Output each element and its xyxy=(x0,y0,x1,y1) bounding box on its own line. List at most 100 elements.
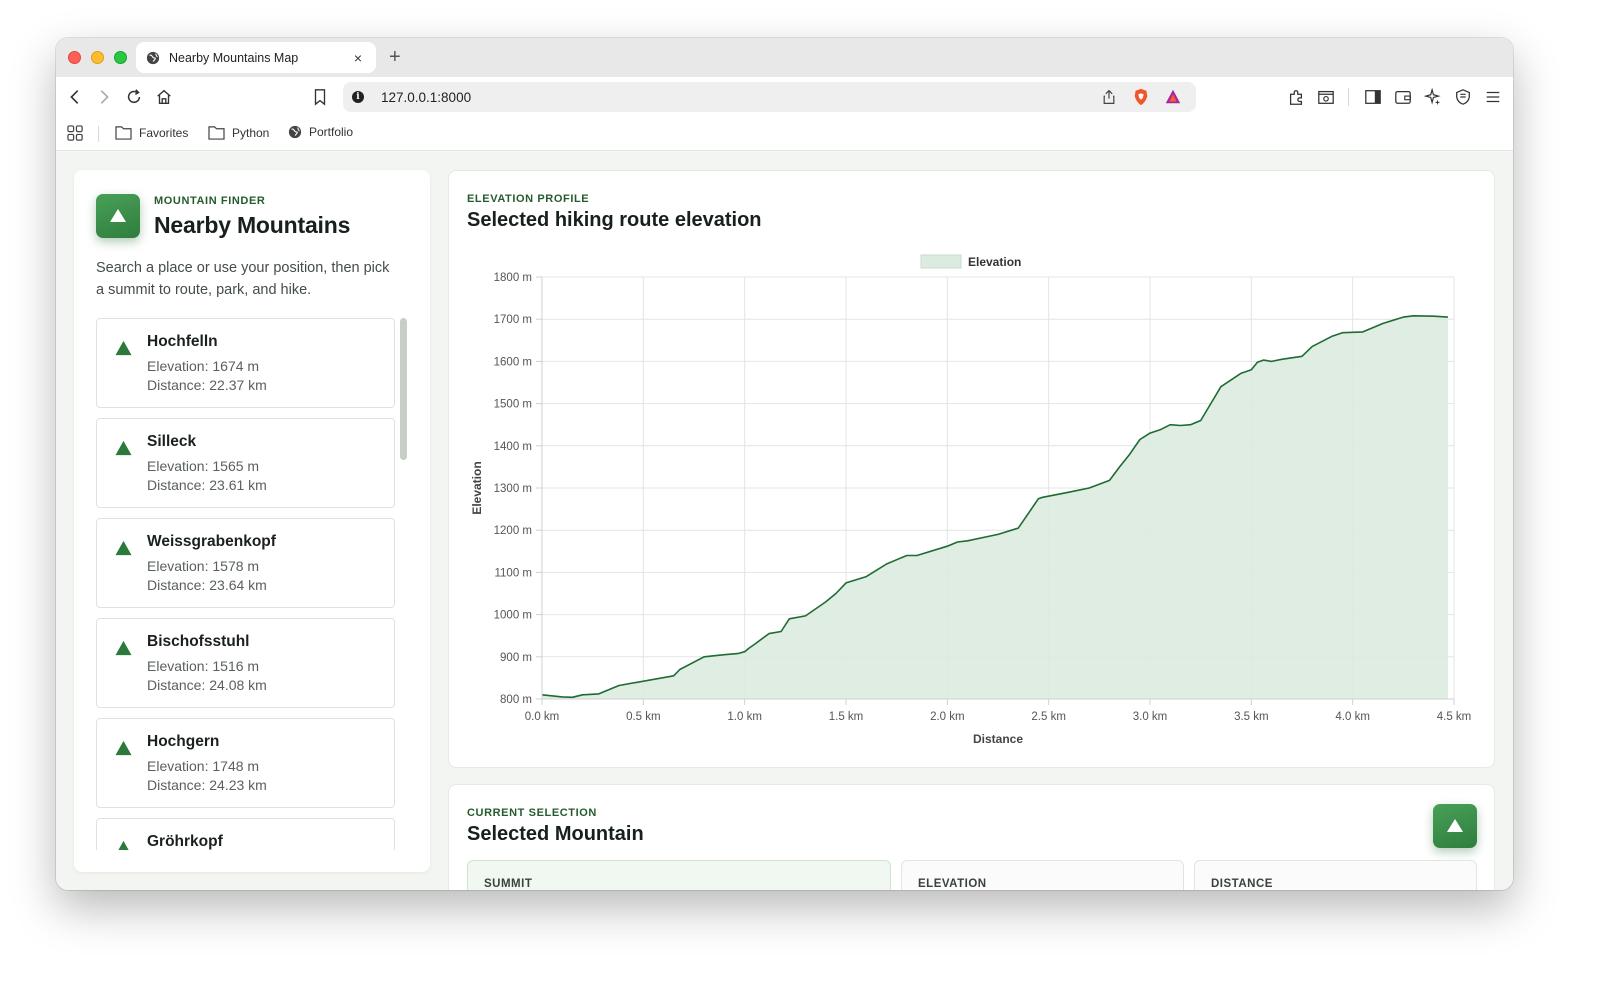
page-content: MOUNTAIN FINDER Nearby Mountains Search … xyxy=(56,152,1513,890)
selection-eyebrow: CURRENT SELECTION xyxy=(467,807,597,819)
mountain-elevation: Elevation: 1578 m xyxy=(147,558,260,574)
elevation-stat: ELEVATION xyxy=(901,860,1184,890)
legend-swatch xyxy=(920,254,962,269)
y-tick-label: 1200 m xyxy=(494,525,532,537)
elevation-profile-card: ELEVATION PROFILE Selected hiking route … xyxy=(448,170,1495,768)
y-axis-title: Elevation xyxy=(470,461,484,514)
menu-icon[interactable] xyxy=(1483,87,1503,107)
reload-icon[interactable] xyxy=(124,87,144,107)
legend-label: Elevation xyxy=(968,255,1021,269)
mountain-card[interactable]: Bischofsstuhl Elevation: 1516 m Distance… xyxy=(96,618,395,708)
y-tick-label: 1500 m xyxy=(494,399,532,411)
folder-icon xyxy=(208,126,225,140)
site-info-icon[interactable]: i xyxy=(352,91,364,103)
tab-title: Nearby Mountains Map xyxy=(169,50,299,65)
elevation-area xyxy=(542,315,1448,699)
y-tick-label: 800 m xyxy=(500,694,532,706)
url-text[interactable]: 127.0.0.1:8000 xyxy=(381,89,472,105)
vpn-shield-icon[interactable] xyxy=(1453,87,1473,107)
bookmark-label: Portfolio xyxy=(309,125,354,139)
mountain-logo-icon xyxy=(96,194,140,238)
mountain-icon xyxy=(118,840,129,850)
home-icon[interactable] xyxy=(154,87,174,107)
mountain-card[interactable]: Weissgrabenkopf Elevation: 1578 m Distan… xyxy=(96,518,395,608)
selection-card: CURRENT SELECTION Selected Mountain SUMM… xyxy=(448,784,1495,890)
y-tick-label: 1700 m xyxy=(494,314,532,326)
bookmark-python[interactable]: Python xyxy=(208,125,269,140)
brave-rewards-icon[interactable] xyxy=(1164,88,1182,106)
list-scrollbar[interactable] xyxy=(400,318,407,460)
x-tick-label: 1.5 km xyxy=(829,711,864,723)
forward-icon[interactable] xyxy=(94,87,114,107)
mountain-elevation: Elevation: 1516 m xyxy=(147,658,260,674)
y-tick-label: 1300 m xyxy=(494,483,532,495)
apps-grid-icon[interactable] xyxy=(67,125,91,142)
chart-title: Selected hiking route elevation xyxy=(467,209,762,231)
close-tab-icon[interactable]: × xyxy=(353,49,363,66)
globe-icon xyxy=(288,125,302,139)
y-tick-label: 1100 m xyxy=(494,567,532,579)
extensions-icon[interactable] xyxy=(1286,87,1306,107)
mountain-distance: Distance: 23.61 km xyxy=(147,477,267,493)
browser-toolbar: i 127.0.0.1:8000 xyxy=(56,77,1513,117)
bookmark-favorites[interactable]: Favorites xyxy=(115,125,188,140)
mountain-elevation: Elevation: 1748 m xyxy=(147,758,260,774)
mountain-card[interactable]: Hochfelln Elevation: 1674 m Distance: 22… xyxy=(96,318,395,408)
leo-ai-icon[interactable] xyxy=(1423,87,1443,107)
mountain-card[interactable]: Hochgern Elevation: 1748 m Distance: 24.… xyxy=(96,718,395,808)
mountain-distance: Distance: 23.64 km xyxy=(147,577,267,593)
maximize-window-button[interactable] xyxy=(114,51,127,64)
sidebar-description: Search a place or use your position, the… xyxy=(96,260,390,298)
wallet-icon[interactable] xyxy=(1393,87,1413,107)
mountain-icon xyxy=(115,640,132,656)
mountain-list: Hochfelln Elevation: 1674 m Distance: 22… xyxy=(96,318,396,850)
mountain-sidebar: MOUNTAIN FINDER Nearby Mountains Search … xyxy=(74,170,430,872)
sidebar-eyebrow: MOUNTAIN FINDER xyxy=(154,195,266,207)
mountain-elevation: Elevation: 1565 m xyxy=(147,458,260,474)
chart-eyebrow: ELEVATION PROFILE xyxy=(467,193,590,205)
toolbar-divider xyxy=(1348,88,1349,106)
mountain-card[interactable]: Silleck Elevation: 1565 m Distance: 23.6… xyxy=(96,418,395,508)
back-icon[interactable] xyxy=(65,87,85,107)
minimize-window-button[interactable] xyxy=(91,51,104,64)
mountain-distance: Distance: 22.37 km xyxy=(147,377,267,393)
mountain-elevation: Elevation: 1674 m xyxy=(147,358,260,374)
stat-label: DISTANCE xyxy=(1211,878,1273,890)
x-axis-title: Distance xyxy=(973,732,1023,746)
mountain-name: Hochfelln xyxy=(147,333,218,350)
sidebar-icon[interactable] xyxy=(1363,87,1383,107)
x-tick-label: 1.0 km xyxy=(727,711,762,723)
address-bar[interactable]: i 127.0.0.1:8000 xyxy=(343,82,1196,112)
elevation-chart: 800 m 900 m 1000 m 1100 m 1200 m 1300 m 1400 m… xyxy=(470,254,1472,746)
reader-icon[interactable] xyxy=(1316,87,1336,107)
y-tick-label: 1600 m xyxy=(494,356,532,368)
x-tick-label: 3.0 km xyxy=(1133,711,1168,723)
mountain-icon xyxy=(115,340,132,356)
mountain-icon xyxy=(115,540,132,556)
mountain-icon xyxy=(115,740,132,756)
distance-stat: DISTANCE xyxy=(1194,860,1477,890)
bookmark-label: Favorites xyxy=(139,125,189,140)
mountain-distance: Distance: 24.23 km xyxy=(147,777,267,793)
mountain-name: Weissgrabenkopf xyxy=(147,533,276,550)
mountain-card[interactable]: Gröhrkopf xyxy=(96,818,395,850)
bookmark-label: Python xyxy=(232,125,270,140)
globe-icon xyxy=(146,51,160,64)
share-icon[interactable] xyxy=(1100,88,1118,106)
bookmark-portfolio[interactable]: Portfolio xyxy=(288,125,353,139)
close-window-button[interactable] xyxy=(68,51,81,64)
bookmark-icon[interactable] xyxy=(310,87,330,107)
x-tick-label: 3.5 km xyxy=(1234,711,1269,723)
x-tick-label: 0.0 km xyxy=(525,711,560,723)
sidebar-title: Nearby Mountains xyxy=(154,212,351,238)
browser-tab[interactable]: Nearby Mountains Map × xyxy=(136,42,376,73)
new-tab-button[interactable]: + xyxy=(389,46,401,68)
x-tick-label: 0.5 km xyxy=(626,711,661,723)
brave-shield-icon[interactable] xyxy=(1132,88,1150,106)
y-tick-label: 1800 m xyxy=(494,272,532,284)
mountain-name: Hochgern xyxy=(147,733,220,750)
stat-label: ELEVATION xyxy=(918,878,987,890)
bookmarks-bar: Favorites Python Portfolio xyxy=(56,117,1513,151)
mountain-icon xyxy=(115,440,132,456)
x-tick-label: 4.5 km xyxy=(1437,711,1472,723)
